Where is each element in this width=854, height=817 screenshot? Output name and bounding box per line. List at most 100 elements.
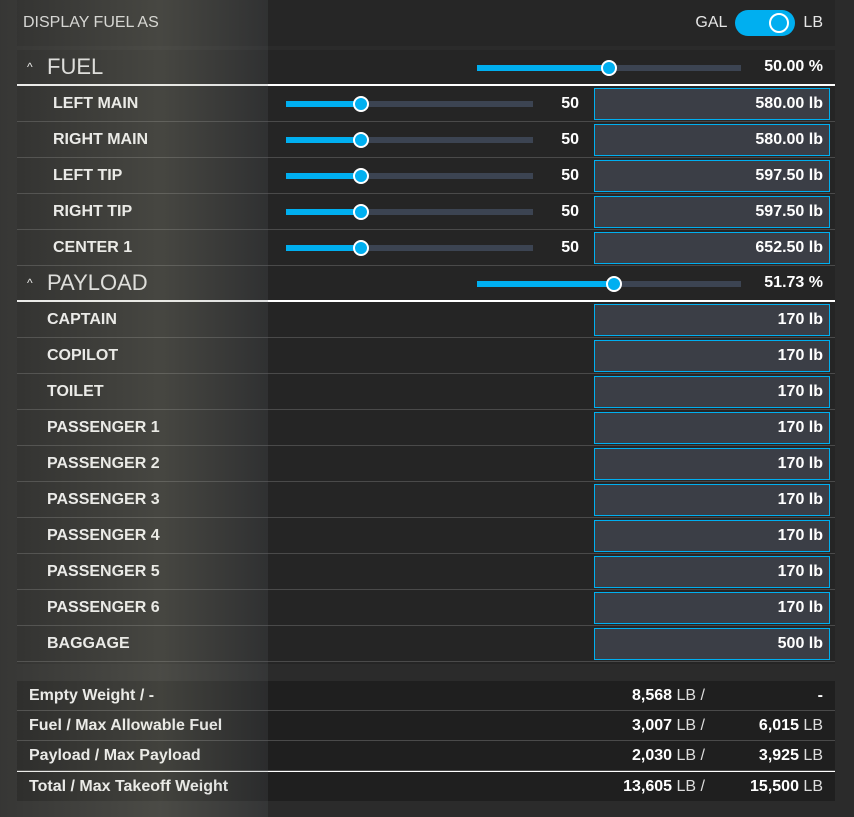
- station-amount-input[interactable]: 170 lb: [594, 304, 830, 336]
- summary-value: 8,568: [632, 686, 673, 704]
- fuel-percent: 50.00 %: [764, 58, 823, 75]
- slider-knob[interactable]: [353, 168, 370, 184]
- tank-name: LEFT MAIN: [53, 94, 139, 112]
- tank-amount-input[interactable]: 597.50 lb: [594, 196, 830, 228]
- fuel-total-slider[interactable]: [477, 60, 741, 76]
- gal-label: GAL: [695, 14, 728, 31]
- station-name: PASSENGER 6: [47, 598, 160, 616]
- station-name: TOILET: [47, 382, 104, 400]
- station-amount-input[interactable]: 170 lb: [594, 448, 830, 480]
- tank-amount-input[interactable]: 580.00 lb: [594, 124, 830, 156]
- station-name: PASSENGER 2: [47, 454, 160, 472]
- station-name: COPILOT: [47, 346, 119, 364]
- tank-amount-input[interactable]: 597.50 lb: [594, 160, 830, 192]
- station-amount-input[interactable]: 170 lb: [594, 376, 830, 408]
- payload-section-header[interactable]: ^ PAYLOAD 51.73 %: [17, 266, 835, 302]
- weight-summary: Empty Weight / - 8,568 LB / - Fuel / Max…: [17, 681, 835, 801]
- tank-slider[interactable]: [286, 240, 533, 256]
- payload-station-row: BAGGAGE 500 lb: [17, 626, 835, 662]
- tank-amount-input[interactable]: 580.00 lb: [594, 88, 830, 120]
- fuel-section-header[interactable]: ^ FUEL 50.00 %: [17, 50, 835, 86]
- fuel-tank-row: CENTER 1 50 652.50 lb: [17, 230, 835, 266]
- summary-max-unit: LB: [803, 746, 823, 764]
- tank-name: LEFT TIP: [53, 166, 123, 184]
- display-fuel-header: DISPLAY FUEL AS GAL LB: [17, 0, 835, 46]
- slider-knob[interactable]: [353, 204, 370, 220]
- summary-row: Total / Max Takeoff Weight 13,605 LB / 1…: [17, 771, 835, 801]
- fuel-tank-row: RIGHT TIP 50 597.50 lb: [17, 194, 835, 230]
- summary-unit: LB /: [676, 777, 705, 795]
- slider-knob[interactable]: [353, 240, 370, 256]
- summary-max-unit: LB: [803, 716, 823, 734]
- tank-value: 50: [561, 202, 579, 220]
- payload-station-row: COPILOT 170 lb: [17, 338, 835, 374]
- summary-unit: LB /: [676, 716, 705, 734]
- load-panel: ^ FUEL 50.00 % LEFT MAIN 50 580.00 lb RI…: [17, 50, 835, 664]
- station-amount-input[interactable]: 170 lb: [594, 520, 830, 552]
- summary-label: Empty Weight / -: [29, 686, 155, 704]
- tank-slider[interactable]: [286, 132, 533, 148]
- summary-value: 3,007: [632, 716, 673, 734]
- slider-knob[interactable]: [601, 60, 617, 76]
- station-amount-input[interactable]: 170 lb: [594, 340, 830, 372]
- tank-amount-input[interactable]: 652.50 lb: [594, 232, 830, 264]
- payload-title: PAYLOAD: [47, 270, 148, 295]
- unit-toggle[interactable]: GAL LB: [695, 10, 823, 36]
- fuel-title: FUEL: [47, 54, 104, 79]
- lb-label: LB: [803, 14, 823, 31]
- payload-station-row: PASSENGER 2 170 lb: [17, 446, 835, 482]
- payload-station-row: PASSENGER 6 170 lb: [17, 590, 835, 626]
- summary-label: Total / Max Takeoff Weight: [29, 777, 229, 795]
- payload-station-row: PASSENGER 4 170 lb: [17, 518, 835, 554]
- payload-station-row: TOILET 170 lb: [17, 374, 835, 410]
- station-amount-input[interactable]: 170 lb: [594, 592, 830, 624]
- summary-max: 3,925: [758, 746, 799, 764]
- station-name: PASSENGER 5: [47, 562, 160, 580]
- slider-knob[interactable]: [353, 132, 370, 148]
- fuel-tank-row: LEFT TIP 50 597.50 lb: [17, 158, 835, 194]
- fuel-tank-row: RIGHT MAIN 50 580.00 lb: [17, 122, 835, 158]
- summary-value: 2,030: [632, 746, 673, 764]
- payload-station-row: PASSENGER 5 170 lb: [17, 554, 835, 590]
- tank-slider[interactable]: [286, 204, 533, 220]
- summary-value: 13,605: [623, 777, 673, 795]
- station-name: PASSENGER 4: [47, 526, 160, 544]
- tank-name: CENTER 1: [53, 238, 133, 256]
- payload-station-row: PASSENGER 1 170 lb: [17, 410, 835, 446]
- station-amount-input[interactable]: 170 lb: [594, 412, 830, 444]
- station-amount-input[interactable]: 500 lb: [594, 628, 830, 660]
- summary-row: Payload / Max Payload 2,030 LB / 3,925 L…: [17, 741, 835, 771]
- tank-value: 50: [561, 238, 579, 256]
- unit-switch[interactable]: [735, 10, 796, 36]
- tank-value: 50: [561, 130, 579, 148]
- tank-slider[interactable]: [286, 96, 533, 112]
- chevron-up-icon[interactable]: ^: [27, 60, 33, 74]
- station-amount-input[interactable]: 170 lb: [594, 556, 830, 588]
- summary-row: Fuel / Max Allowable Fuel 3,007 LB / 6,0…: [17, 711, 835, 741]
- payload-percent: 51.73 %: [764, 274, 823, 291]
- summary-label: Fuel / Max Allowable Fuel: [29, 716, 223, 734]
- tank-name: RIGHT MAIN: [53, 130, 149, 148]
- slider-knob[interactable]: [605, 276, 622, 292]
- summary-max: 15,500: [750, 777, 799, 795]
- station-name: BAGGAGE: [47, 634, 130, 652]
- summary-max: 6,015: [758, 716, 799, 734]
- fuel-tank-row: LEFT MAIN 50 580.00 lb: [17, 86, 835, 122]
- chevron-up-icon[interactable]: ^: [27, 276, 33, 290]
- payload-station-row: CAPTAIN 170 lb: [17, 302, 835, 338]
- display-fuel-label: DISPLAY FUEL AS: [23, 14, 159, 31]
- payload-total-slider[interactable]: [477, 276, 741, 292]
- summary-max-unit: LB: [803, 777, 823, 795]
- summary-max: -: [817, 686, 823, 704]
- tank-slider[interactable]: [286, 168, 533, 184]
- station-name: PASSENGER 1: [47, 418, 160, 436]
- summary-unit: LB /: [676, 686, 705, 704]
- tank-value: 50: [561, 94, 579, 112]
- station-name: PASSENGER 3: [47, 490, 160, 508]
- station-amount-input[interactable]: 170 lb: [594, 484, 830, 516]
- slider-knob[interactable]: [353, 96, 370, 112]
- payload-station-row: PASSENGER 3 170 lb: [17, 482, 835, 518]
- summary-unit: LB /: [676, 746, 705, 764]
- tank-value: 50: [561, 166, 579, 184]
- summary-row: Empty Weight / - 8,568 LB / -: [17, 681, 835, 711]
